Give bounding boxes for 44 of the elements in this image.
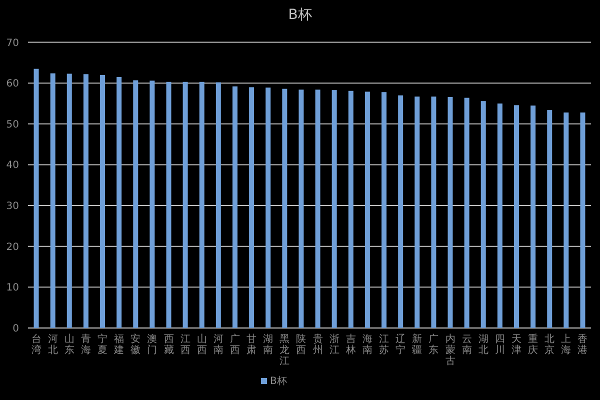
- x-tick-label: 江苏: [379, 333, 390, 356]
- x-tick-label: 甘肃: [246, 333, 257, 356]
- x-tick-label: 吉林: [344, 333, 356, 356]
- x-tick-label: 青海: [80, 333, 91, 356]
- x-tick-label: 湖北: [478, 333, 488, 356]
- x-tick-label: 四川: [494, 334, 505, 356]
- x-tick-label: 香港: [578, 333, 588, 356]
- x-tick-label: 西藏: [164, 334, 174, 356]
- x-tick-label: 海南: [362, 333, 372, 356]
- x-tick-label: 福建: [113, 333, 124, 356]
- y-tick-label: 40: [6, 160, 19, 172]
- x-tick-label: 天津: [511, 334, 522, 356]
- y-tick-label: 70: [6, 38, 19, 49]
- x-tick-label: 贵州: [312, 333, 323, 356]
- x-tick-label: 北京: [544, 333, 555, 356]
- x-tick-label: 新疆: [412, 333, 422, 356]
- chart-title: B杯: [288, 7, 312, 23]
- x-tick-label: 河北: [48, 333, 58, 356]
- y-tick-label: 0: [12, 324, 19, 334]
- x-tick-label: 辽宁: [396, 333, 406, 356]
- x-tick-label: 上海: [561, 333, 572, 356]
- x-tick-label: 山西: [196, 333, 207, 356]
- x-tick-label: 黑龙江: [280, 334, 290, 367]
- y-tick-label: 50: [6, 119, 19, 130]
- x-tick-label: 河南: [213, 333, 224, 356]
- x-tick-label: 澳门: [147, 333, 158, 356]
- x-tick-label: 安徽: [130, 333, 141, 356]
- x-tick-label: 广西: [230, 333, 240, 356]
- legend-label: B杯: [270, 375, 287, 387]
- x-tick-label: 云南: [462, 334, 472, 356]
- x-tick-label: 台湾: [31, 333, 42, 356]
- y-tick-label: 20: [6, 242, 19, 253]
- y-tick-label: 30: [6, 201, 19, 212]
- x-tick-label: 江西: [180, 333, 190, 356]
- x-tick-label: 重庆: [528, 333, 538, 356]
- x-tick-label: 山东: [64, 333, 74, 356]
- y-tick-label: 10: [6, 282, 19, 294]
- x-tick-label: 浙江: [329, 333, 340, 356]
- x-tick-label: 内蒙古: [445, 333, 456, 367]
- x-tick-label: 湖南: [263, 333, 274, 356]
- x-tick-label: 广东: [428, 333, 439, 356]
- y-tick-label: 60: [6, 78, 19, 90]
- x-tick-label: 宁夏: [98, 333, 108, 356]
- x-tick-label: 陕西: [296, 333, 306, 356]
